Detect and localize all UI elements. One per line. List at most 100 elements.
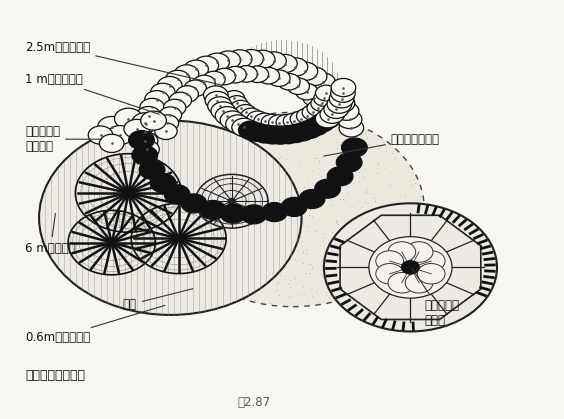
Circle shape <box>226 96 248 111</box>
Circle shape <box>290 123 315 141</box>
Circle shape <box>108 240 115 245</box>
Circle shape <box>184 60 208 78</box>
Circle shape <box>296 83 318 100</box>
Text: 常绿和落叶
植物混杂: 常绿和落叶 植物混杂 <box>25 125 102 153</box>
Circle shape <box>132 146 158 165</box>
Circle shape <box>124 119 149 138</box>
Circle shape <box>268 126 293 144</box>
Circle shape <box>376 264 403 284</box>
Circle shape <box>162 112 424 307</box>
Circle shape <box>159 107 182 124</box>
Circle shape <box>176 86 199 102</box>
Circle shape <box>314 104 336 120</box>
Circle shape <box>232 118 257 137</box>
Circle shape <box>388 242 416 262</box>
Circle shape <box>310 114 334 132</box>
Circle shape <box>330 94 355 112</box>
Circle shape <box>205 91 230 110</box>
Circle shape <box>327 95 351 113</box>
Circle shape <box>174 65 199 83</box>
Circle shape <box>315 179 341 198</box>
Circle shape <box>150 173 176 192</box>
Circle shape <box>342 138 367 157</box>
Circle shape <box>290 111 311 127</box>
Circle shape <box>297 108 318 124</box>
Circle shape <box>254 113 275 129</box>
Circle shape <box>314 91 335 106</box>
Circle shape <box>211 102 236 120</box>
Circle shape <box>336 153 362 172</box>
Circle shape <box>261 126 285 144</box>
Circle shape <box>165 70 190 88</box>
Circle shape <box>278 73 300 90</box>
Circle shape <box>226 115 250 133</box>
Circle shape <box>325 87 349 105</box>
Circle shape <box>144 91 169 109</box>
Circle shape <box>208 97 232 115</box>
Circle shape <box>246 66 268 83</box>
Circle shape <box>213 68 236 85</box>
Circle shape <box>39 121 302 315</box>
Circle shape <box>204 86 228 104</box>
Circle shape <box>228 199 235 204</box>
Circle shape <box>303 90 325 106</box>
Circle shape <box>157 76 182 95</box>
Circle shape <box>156 115 179 131</box>
Circle shape <box>164 99 186 116</box>
Circle shape <box>247 111 268 127</box>
Text: 2.5m高落叶灌木: 2.5m高落叶灌木 <box>25 41 221 85</box>
Text: 0.6m高落叶灌木: 0.6m高落叶灌木 <box>25 305 165 344</box>
Circle shape <box>216 51 240 69</box>
Circle shape <box>200 200 226 220</box>
Circle shape <box>402 261 419 274</box>
Circle shape <box>405 242 433 262</box>
Circle shape <box>184 80 206 96</box>
Circle shape <box>220 204 246 223</box>
Circle shape <box>262 202 287 222</box>
Circle shape <box>181 194 207 213</box>
Circle shape <box>331 84 355 102</box>
Circle shape <box>129 131 155 150</box>
Circle shape <box>281 197 307 217</box>
Circle shape <box>307 100 328 116</box>
Circle shape <box>99 134 124 153</box>
Text: 小花园的种植设计: 小花园的种植设计 <box>25 369 85 382</box>
Text: 植物丛相互迭交: 植物丛相互迭交 <box>324 133 440 156</box>
Circle shape <box>239 49 263 68</box>
Circle shape <box>293 62 318 80</box>
Circle shape <box>309 96 332 113</box>
Circle shape <box>151 83 175 101</box>
Circle shape <box>318 111 340 128</box>
Circle shape <box>276 126 301 144</box>
Circle shape <box>193 75 215 92</box>
Circle shape <box>134 115 158 133</box>
Circle shape <box>133 132 158 150</box>
Text: 图2.87: 图2.87 <box>237 396 271 409</box>
Circle shape <box>299 189 325 209</box>
Circle shape <box>268 70 290 86</box>
Circle shape <box>331 78 356 97</box>
Circle shape <box>175 235 183 241</box>
Circle shape <box>98 116 126 137</box>
Circle shape <box>132 113 158 132</box>
Circle shape <box>257 67 280 84</box>
Circle shape <box>140 98 165 116</box>
Text: 6 m高常绿树: 6 m高常绿树 <box>25 214 76 255</box>
Circle shape <box>311 73 336 91</box>
Circle shape <box>136 106 161 125</box>
Circle shape <box>241 108 262 124</box>
Circle shape <box>245 123 270 142</box>
Circle shape <box>124 190 133 196</box>
Circle shape <box>302 104 323 120</box>
Circle shape <box>337 110 362 129</box>
Circle shape <box>224 67 246 83</box>
Circle shape <box>155 123 177 140</box>
Circle shape <box>297 120 322 138</box>
Circle shape <box>223 91 245 106</box>
Circle shape <box>369 237 452 298</box>
Circle shape <box>388 272 416 293</box>
Circle shape <box>283 58 308 76</box>
Circle shape <box>133 123 157 142</box>
Circle shape <box>315 85 337 101</box>
Text: 1 m高常绿灌木: 1 m高常绿灌木 <box>25 73 159 114</box>
